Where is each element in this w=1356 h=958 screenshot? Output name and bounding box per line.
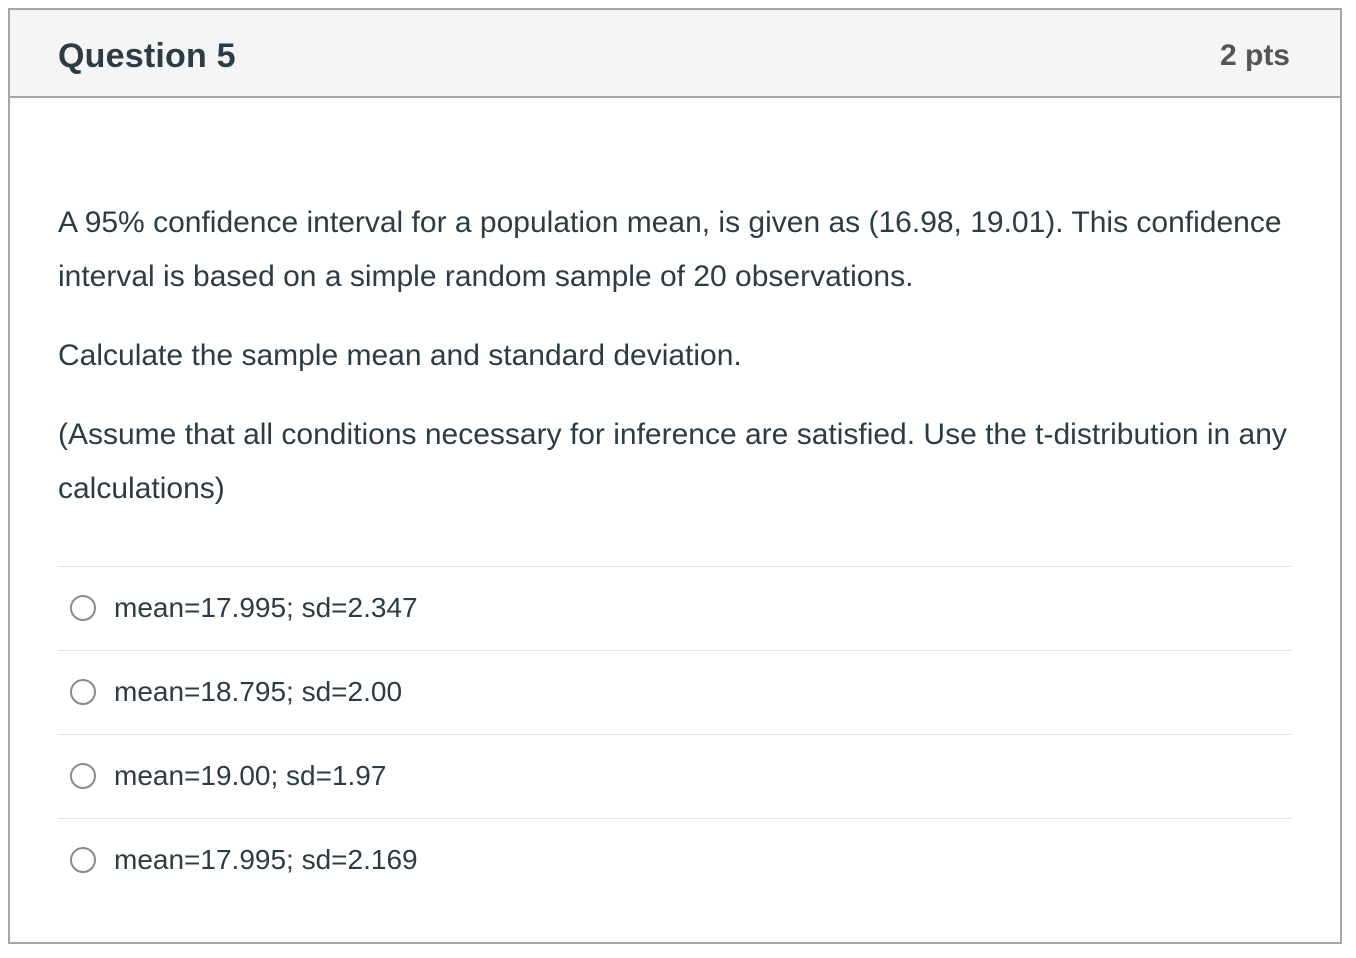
radio-button[interactable] [70, 763, 96, 789]
question-body: A 95% confidence interval for a populati… [10, 196, 1340, 902]
question-title: Question 5 [58, 36, 236, 75]
question-paragraph: A 95% confidence interval for a populati… [58, 206, 1282, 293]
answer-option-label: mean=17.995; sd=2.169 [114, 844, 418, 875]
radio-button[interactable] [70, 847, 96, 873]
question-card: Question 5 2 pts A 95% confidence interv… [8, 8, 1342, 944]
question-paragraph: Calculate the sample mean and standard d… [58, 339, 742, 372]
answer-option-2[interactable]: mean=18.795; sd=2.00 [58, 650, 1292, 734]
answer-options-list: mean=17.995; sd=2.347 mean=18.795; sd=2.… [58, 566, 1292, 902]
answer-option-1[interactable]: mean=17.995; sd=2.347 [58, 566, 1292, 650]
answer-option-4[interactable]: mean=17.995; sd=2.169 [58, 818, 1292, 902]
answer-option-label: mean=17.995; sd=2.347 [114, 592, 418, 623]
answer-option-label: mean=18.795; sd=2.00 [114, 676, 403, 707]
answer-option-label: mean=19.00; sd=1.97 [114, 760, 387, 791]
answer-option-3[interactable]: mean=19.00; sd=1.97 [58, 734, 1292, 818]
question-header: Question 5 2 pts [10, 10, 1340, 98]
question-text: A 95% confidence interval for a populati… [58, 196, 1292, 516]
radio-button[interactable] [70, 679, 96, 705]
question-points-badge: 2 pts [1219, 39, 1290, 72]
question-paragraph: (Assume that all conditions necessary fo… [58, 418, 1287, 505]
radio-button[interactable] [70, 595, 96, 621]
